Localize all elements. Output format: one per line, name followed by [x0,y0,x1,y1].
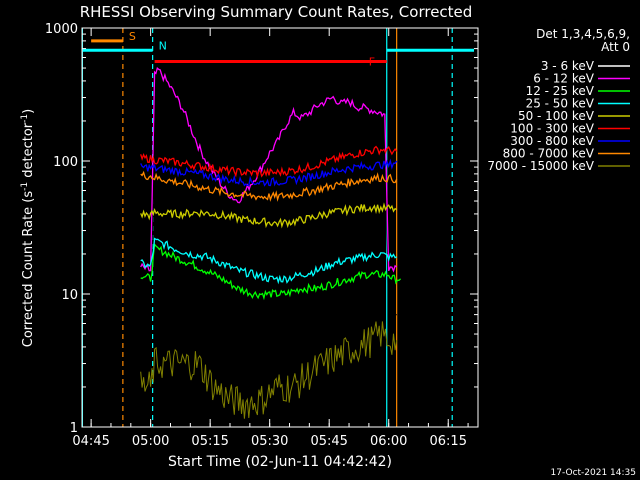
y-tick-label: 100 [53,155,78,170]
x-tick-label: 05:30 [251,434,288,449]
x-tick-label: 06:15 [430,434,467,449]
series-line [140,145,398,179]
plot-frame [81,27,479,428]
series-line [140,237,397,285]
chart-title: RHESSI Observing Summary Count Rates, Co… [80,3,473,21]
legend-label: 7000 - 15000 keV [487,159,594,173]
x-tick-label: 04:45 [72,434,109,449]
series-line [140,67,398,273]
legend-label: 300 - 800 keV [510,134,594,148]
legend-label: 800 - 7000 keV [503,147,595,161]
axes [81,27,479,428]
series-line [140,158,398,187]
footer-timestamp: 17-Oct-2021 14:35 [551,468,636,478]
series-line [140,243,402,301]
x-tick-label: 05:15 [191,434,228,449]
time-interval-marker-label: S [129,30,136,43]
time-interval-marker-label: F [369,55,375,68]
x-axis-ticks: 04:45 05:00 05:15 05:30 05:45 06:00 06:15 [72,28,469,449]
y-axis-ticks: 1 10 100 1000 [45,22,478,436]
legend-label: 50 - 100 keV [518,109,595,123]
x-tick-label: 06:00 [370,434,407,449]
legend-label: 100 - 300 keV [510,122,594,136]
legend-label: 6 - 12 keV [533,72,595,86]
series-line [140,170,398,202]
legend-header-attenuator: Att 0 [601,40,630,54]
legend-label: 12 - 25 keV [526,84,595,98]
y-tick-label: 10 [61,288,78,303]
series-line [140,202,398,229]
legend-label: 25 - 50 keV [526,97,595,111]
time-interval-marker-label: N [159,39,167,52]
y-axis-label: Corrected Count Rate (s-1 detector-1) [20,109,36,347]
x-tick-label: 05:45 [310,434,347,449]
x-axis-label: Start Time (02-Jun-11 04:42:42) [168,454,392,470]
y-tick-label: 1000 [45,22,78,37]
legend-label: 3 - 6 keV [541,59,595,73]
legend-header-detectors: Det 1,3,4,5,6,9, [536,27,630,41]
x-tick-label: 05:00 [132,434,169,449]
y-tick-label: 1 [70,421,78,436]
series-line [140,321,398,419]
